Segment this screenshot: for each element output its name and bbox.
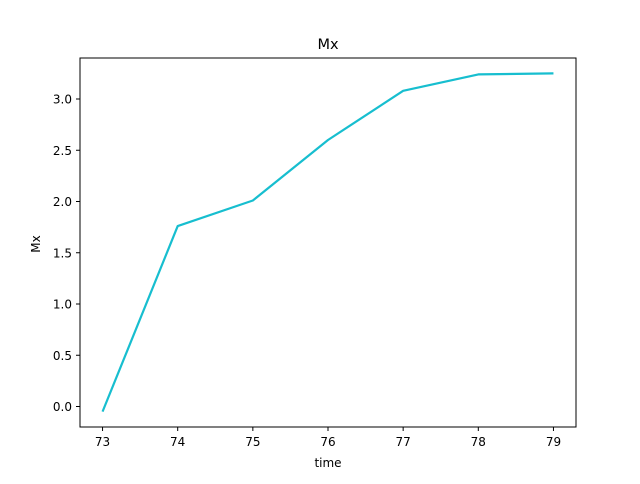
axes-frame: [80, 58, 576, 427]
x-tick-label: 78: [471, 435, 486, 449]
y-tick-label: 1.5: [53, 246, 72, 260]
x-tick-label: 75: [245, 435, 260, 449]
y-axis-ticks: 0.0 0.5 1.0 1.5 2.0 2.5 3.0: [53, 93, 80, 415]
x-axis-label: time: [314, 456, 341, 470]
x-tick-label: 73: [95, 435, 110, 449]
x-tick-label: 79: [546, 435, 561, 449]
y-tick-label: 2.5: [53, 144, 72, 158]
y-tick-label: 0.0: [53, 400, 72, 414]
x-tick-label: 74: [170, 435, 185, 449]
x-tick-label: 77: [396, 435, 411, 449]
y-axis-label: Mx: [29, 235, 43, 252]
plot-area: [80, 58, 576, 427]
y-tick-label: 1.0: [53, 298, 72, 312]
x-tick-label: 76: [320, 435, 335, 449]
y-tick-label: 3.0: [53, 93, 72, 107]
y-tick-label: 0.5: [53, 349, 72, 363]
series-line-0: [103, 73, 554, 411]
x-axis-ticks: 73 74 75 76 77 78 79: [95, 427, 561, 449]
chart-title: Mx: [317, 37, 339, 53]
y-tick-label: 2.0: [53, 195, 72, 209]
